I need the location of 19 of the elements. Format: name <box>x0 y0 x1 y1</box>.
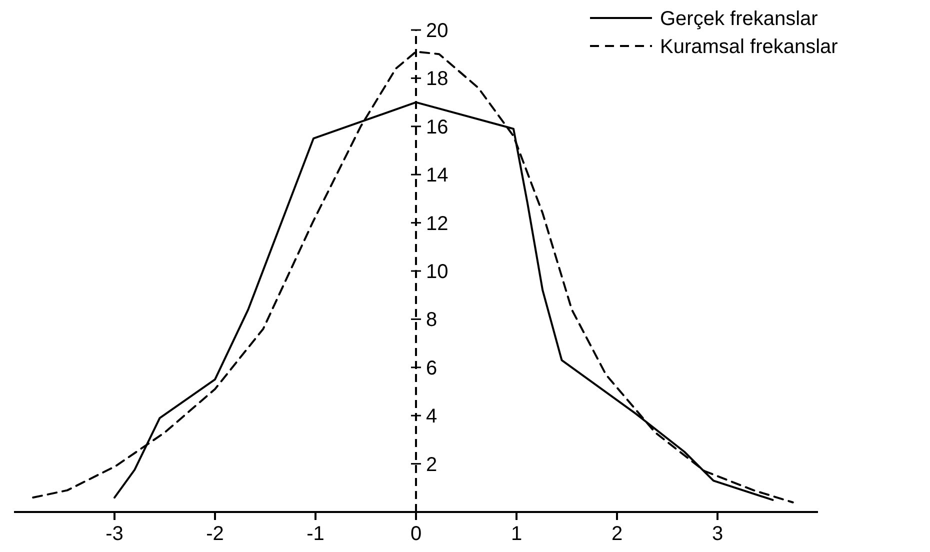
y-tick-label: 8 <box>426 309 438 332</box>
x-tick-label: 1 <box>510 523 522 545</box>
y-tick-label: 12 <box>426 212 448 235</box>
y-tick-label: 20 <box>426 20 448 42</box>
y-tick-label: 2 <box>426 454 438 476</box>
y-tick-label: 4 <box>426 406 438 428</box>
x-tick-label: 2 <box>611 523 623 545</box>
legend-label: Kuramsal frekanslar <box>660 36 838 58</box>
y-tick-label: 18 <box>426 68 448 90</box>
x-tick-label: -2 <box>206 523 224 545</box>
y-tick-label: 6 <box>426 357 438 380</box>
y-tick-label: 10 <box>426 261 448 283</box>
y-tick-label: 14 <box>426 164 448 187</box>
x-tick-label: -3 <box>106 523 124 545</box>
x-tick-label: 3 <box>712 523 724 545</box>
legend-label: Gerçek frekanslar <box>660 8 818 30</box>
x-tick-label: -1 <box>306 523 324 545</box>
y-tick-label: 16 <box>426 116 448 138</box>
x-tick-label: 0 <box>410 523 422 545</box>
